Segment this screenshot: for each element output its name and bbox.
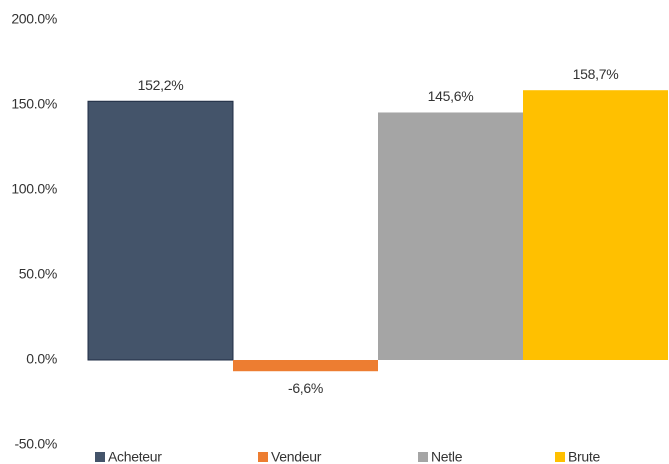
y-tick-label: 150.0% bbox=[11, 96, 57, 112]
bar bbox=[378, 112, 523, 360]
bar bbox=[233, 360, 378, 372]
bar bbox=[87, 100, 234, 361]
y-tick-label: 0.0% bbox=[26, 351, 57, 367]
legend-label: Brute bbox=[568, 449, 600, 464]
data-label: 145,6% bbox=[428, 88, 474, 104]
legend-label: Vendeur bbox=[271, 449, 322, 464]
legend-label: Netle bbox=[431, 449, 463, 464]
legend-swatch bbox=[555, 452, 565, 462]
bar bbox=[523, 90, 668, 361]
legend-swatch bbox=[258, 452, 268, 462]
data-label: 158,7% bbox=[573, 66, 619, 82]
y-tick-label: -50.0% bbox=[14, 436, 57, 452]
legend-swatch bbox=[95, 452, 105, 462]
y-tick-label: 200.0% bbox=[11, 11, 57, 27]
y-tick-label: 50.0% bbox=[19, 266, 57, 282]
data-label: -6,6% bbox=[288, 380, 323, 396]
legend-label: Acheteur bbox=[108, 449, 162, 464]
data-label: 152,2% bbox=[138, 77, 184, 93]
y-tick-label: 100.0% bbox=[11, 181, 57, 197]
legend-swatch bbox=[418, 452, 428, 462]
